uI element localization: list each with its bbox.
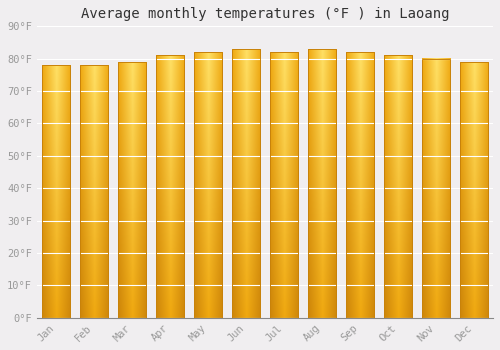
Bar xyxy=(308,49,336,318)
Bar xyxy=(270,52,298,318)
Bar xyxy=(422,59,450,318)
Bar xyxy=(346,52,374,318)
Bar xyxy=(118,62,146,318)
Bar xyxy=(460,62,488,318)
Title: Average monthly temperatures (°F ) in Laoang: Average monthly temperatures (°F ) in La… xyxy=(80,7,449,21)
Bar xyxy=(42,65,70,318)
Bar xyxy=(232,49,260,318)
Bar xyxy=(194,52,222,318)
Bar xyxy=(156,55,184,318)
Bar xyxy=(384,55,412,318)
Bar xyxy=(80,65,108,318)
